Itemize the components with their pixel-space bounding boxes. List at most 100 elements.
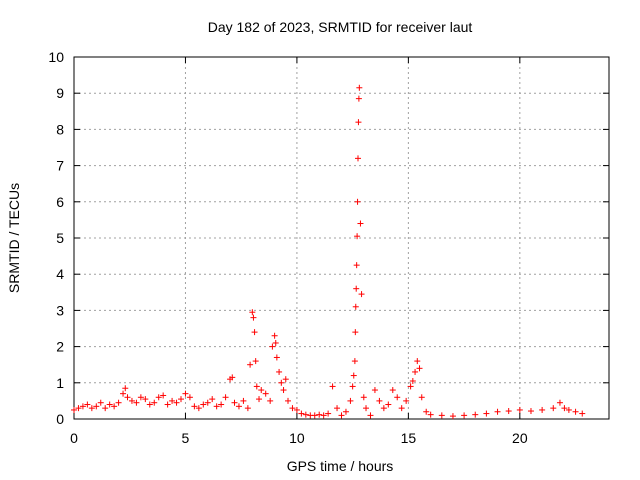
data-point xyxy=(298,410,305,417)
data-point xyxy=(351,358,358,365)
data-point xyxy=(88,405,95,412)
data-point xyxy=(235,403,242,410)
data-point xyxy=(173,399,180,406)
data-point xyxy=(403,397,410,404)
data-point xyxy=(407,383,414,390)
data-point xyxy=(355,119,362,126)
data-point xyxy=(352,329,359,336)
data-point xyxy=(416,365,423,372)
y-tick-label: 4 xyxy=(56,266,64,282)
data-point xyxy=(516,406,523,413)
grid xyxy=(74,57,609,419)
data-point xyxy=(354,155,361,162)
data-point xyxy=(423,408,430,415)
data-point xyxy=(249,309,256,316)
data-point xyxy=(102,405,109,412)
y-tick-label: 2 xyxy=(56,339,64,355)
data-point xyxy=(357,220,364,227)
data-point xyxy=(579,410,586,417)
data-point xyxy=(316,411,323,418)
data-point xyxy=(256,396,263,403)
data-point xyxy=(418,394,425,401)
data-point xyxy=(272,339,279,346)
data-point xyxy=(71,406,77,413)
y-tick-label: 5 xyxy=(56,230,64,246)
data-point xyxy=(367,412,374,419)
data-point xyxy=(376,397,383,404)
data-point xyxy=(282,376,289,383)
data-point xyxy=(360,394,367,401)
data-point xyxy=(269,343,276,350)
data-point xyxy=(483,410,490,417)
data-point xyxy=(494,408,501,415)
data-point xyxy=(97,399,104,406)
data-point xyxy=(120,390,127,397)
data-point xyxy=(394,394,401,401)
data-point xyxy=(93,403,100,410)
x-tick-label: 20 xyxy=(512,430,528,446)
data-point xyxy=(352,303,359,310)
data-point xyxy=(137,394,144,401)
y-tick-label: 10 xyxy=(48,49,64,65)
data-point xyxy=(380,405,387,412)
data-point xyxy=(285,397,291,404)
axis-ticks: 0 1 2 3 4 5 6 7 8 9 10 0 5 10 15 20 xyxy=(48,49,609,446)
data-point xyxy=(358,291,365,298)
data-point xyxy=(334,405,341,412)
data-point xyxy=(252,358,259,365)
data-point xyxy=(231,399,238,406)
x-tick-label: 15 xyxy=(401,430,417,446)
data-point xyxy=(505,408,512,415)
y-tick-label: 9 xyxy=(56,85,64,101)
data-point xyxy=(128,397,135,404)
data-point xyxy=(354,198,361,205)
data-point xyxy=(561,405,568,412)
y-axis-label: SRMTID / TECUs xyxy=(6,183,22,293)
data-point xyxy=(273,354,280,361)
data-point xyxy=(240,397,247,404)
data-point xyxy=(449,413,456,420)
data-point xyxy=(565,406,572,413)
data-point xyxy=(356,84,363,91)
data-point xyxy=(251,329,258,336)
data-point xyxy=(353,285,360,292)
data-point xyxy=(461,412,468,419)
data-point xyxy=(142,396,149,403)
data-point xyxy=(213,403,220,410)
data-point xyxy=(204,399,211,406)
y-tick-label: 7 xyxy=(56,158,64,174)
x-axis-label: GPS time / hours xyxy=(287,458,394,474)
y-tick-label: 8 xyxy=(56,121,64,137)
data-point xyxy=(182,390,189,397)
data-point xyxy=(124,394,131,401)
data-point xyxy=(278,379,285,386)
x-tick-label: 5 xyxy=(182,430,190,446)
data-point xyxy=(222,394,229,401)
y-tick-label: 3 xyxy=(56,302,64,318)
data-point xyxy=(539,406,546,413)
data-point xyxy=(200,401,207,408)
data-point xyxy=(111,403,118,410)
data-point xyxy=(195,405,202,412)
data-point xyxy=(79,403,86,410)
data-point xyxy=(209,396,216,403)
data-point xyxy=(302,411,309,418)
data-point xyxy=(178,396,184,403)
data-point xyxy=(347,397,354,404)
data-point xyxy=(186,394,193,401)
data-point xyxy=(244,405,251,412)
chart-title: Day 182 of 2023, SRMTID for receiver lau… xyxy=(208,19,473,35)
data-point xyxy=(354,233,361,240)
data-point xyxy=(262,390,269,397)
data-point xyxy=(353,262,360,269)
data-point xyxy=(427,411,434,418)
data-point xyxy=(350,372,357,379)
data-point xyxy=(293,406,300,413)
y-tick-label: 1 xyxy=(56,375,64,391)
data-point xyxy=(572,408,579,415)
data-point xyxy=(146,401,153,408)
data-points xyxy=(71,84,586,420)
data-point xyxy=(250,314,257,321)
data-point xyxy=(155,394,162,401)
data-point xyxy=(84,401,91,408)
